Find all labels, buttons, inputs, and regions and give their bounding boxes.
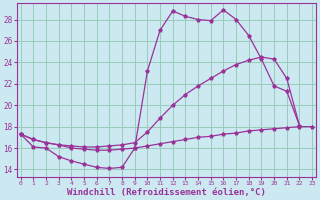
X-axis label: Windchill (Refroidissement éolien,°C): Windchill (Refroidissement éolien,°C)	[67, 188, 266, 197]
